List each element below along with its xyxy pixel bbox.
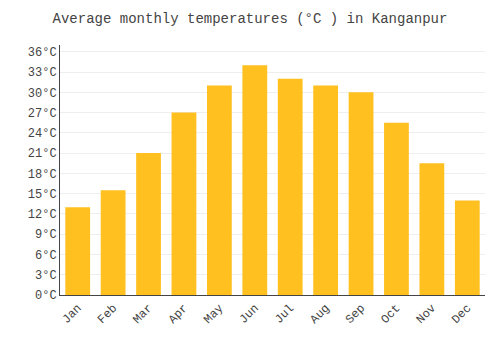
svg-text:Jun: Jun <box>237 302 262 327</box>
svg-text:Aug: Aug <box>308 302 333 327</box>
svg-text:6°C: 6°C <box>35 249 57 263</box>
svg-text:27°C: 27°C <box>28 107 57 121</box>
svg-text:Jan: Jan <box>60 302 85 327</box>
svg-text:Mar: Mar <box>130 302 155 327</box>
svg-text:Jul: Jul <box>272 302 297 327</box>
svg-text:18°C: 18°C <box>28 168 57 182</box>
svg-text:Oct: Oct <box>378 302 403 327</box>
svg-text:30°C: 30°C <box>28 87 57 101</box>
svg-text:15°C: 15°C <box>28 188 57 202</box>
svg-text:May: May <box>201 302 226 327</box>
svg-text:12°C: 12°C <box>28 208 57 222</box>
svg-text:9°C: 9°C <box>35 228 57 242</box>
svg-text:Sep: Sep <box>343 302 368 327</box>
svg-text:Dec: Dec <box>449 302 474 327</box>
svg-text:Nov: Nov <box>414 302 439 327</box>
svg-text:Feb: Feb <box>95 302 120 327</box>
svg-text:Average monthly temperatures (: Average monthly temperatures (°C ) in Ka… <box>53 11 448 27</box>
svg-text:3°C: 3°C <box>35 269 57 283</box>
svg-text:24°C: 24°C <box>28 127 57 141</box>
svg-text:Apr: Apr <box>166 302 191 327</box>
svg-text:36°C: 36°C <box>28 46 57 60</box>
svg-text:33°C: 33°C <box>28 66 57 80</box>
svg-text:21°C: 21°C <box>28 147 57 161</box>
svg-text:0°C: 0°C <box>35 289 57 303</box>
